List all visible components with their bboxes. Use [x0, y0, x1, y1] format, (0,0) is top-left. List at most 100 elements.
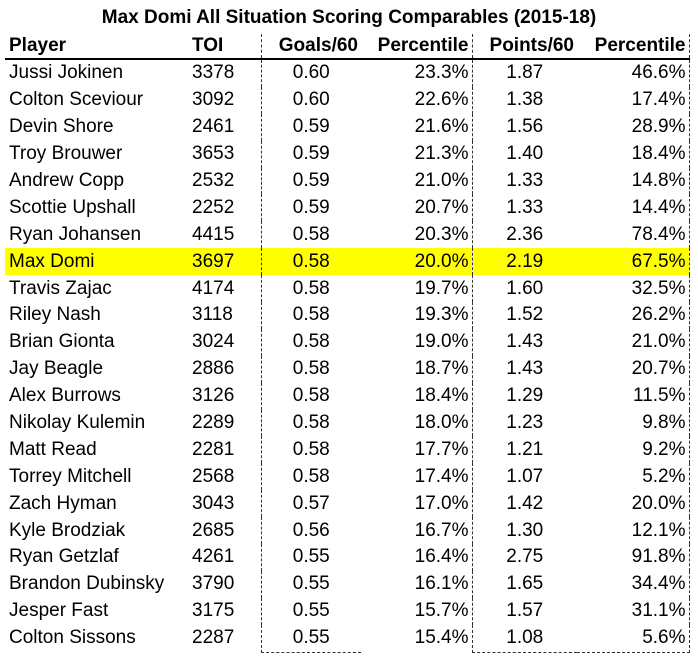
points-percentile-cell: 17.4%: [577, 86, 690, 114]
table-row: Jesper Fast 3175 0.55 15.7% 1.57 31.1%: [5, 597, 690, 625]
goals-percentile-cell: 20.3%: [414, 223, 469, 245]
toi-cell: 3175: [192, 600, 235, 622]
points-per-60-cell: 1.08: [471, 624, 577, 653]
goals-per-60-cell: 0.56: [260, 517, 361, 545]
goals-per-60-cell: 0.55: [260, 624, 361, 653]
header-points-percentile: Percentile: [577, 34, 690, 60]
points-per-60-cell: 1.52: [471, 302, 577, 329]
table-row-highlighted: Max Domi 3697 0.58 20.0% 2.19 67.5%: [5, 248, 690, 276]
points-percentile-cell: 5.2%: [577, 463, 690, 491]
goals-percentile-cell: 18.4%: [414, 385, 469, 407]
player-cell: Scottie Upshall: [9, 196, 136, 218]
player-cell: Nikolay Kulemin: [9, 412, 146, 434]
toi-cell: 3378: [192, 62, 235, 84]
points-per-60-cell: 1.43: [471, 355, 577, 383]
header-goals-per-60: Goals/60: [260, 34, 361, 60]
goals-per-60-cell: 0.55: [260, 597, 361, 625]
points-per-60-cell: 1.21: [471, 436, 577, 464]
goals-per-60-cell: 0.58: [260, 463, 361, 491]
table-row: Riley Nash 3118 0.58 19.3% 1.52 26.2%: [5, 302, 690, 329]
table-row: Colton Sceviour 3092 0.60 22.6% 1.38 17.4%: [5, 86, 690, 114]
points-per-60-cell: 1.56: [471, 113, 577, 141]
player-cell: Brandon Dubinsky: [9, 573, 165, 595]
goals-percentile-cell: 17.0%: [414, 492, 469, 514]
header-row: Player TOI Goals/60 Percentile Points/60…: [5, 34, 690, 60]
player-cell: Colton Sceviour: [9, 89, 144, 111]
toi-cell: 3118: [192, 304, 233, 326]
table-row: Zach Hyman 3043 0.57 17.0% 1.42 20.0%: [5, 490, 690, 518]
points-percentile-cell: 91.8%: [577, 544, 690, 571]
points-percentile-cell: 14.4%: [577, 194, 690, 222]
goals-per-60-cell: 0.59: [260, 194, 361, 222]
goals-per-60-cell: 0.58: [260, 275, 361, 303]
points-percentile-cell: 9.2%: [577, 436, 690, 464]
points-percentile-cell: 34.4%: [577, 570, 690, 598]
table-row: Ryan Johansen 4415 0.58 20.3% 2.36 78.4%: [5, 221, 690, 249]
table-body: Jussi Jokinen 3378 0.60 23.3% 1.87 46.6% Colto…: [5, 59, 690, 653]
goals-percentile-cell: 17.7%: [414, 438, 469, 460]
table-row: Travis Zajac 4174 0.58 19.7% 1.60 32.5%: [5, 275, 690, 303]
points-percentile-cell: 18.4%: [577, 140, 690, 168]
points-percentile-cell: 5.6%: [577, 624, 690, 653]
goals-percentile-cell: 20.7%: [414, 196, 469, 218]
table-title: Max Domi All Situation Scoring Comparabl…: [101, 7, 597, 28]
table-row: Brandon Dubinsky 3790 0.55 16.1% 1.65 34.4%: [5, 570, 690, 598]
goals-percentile-cell: 15.4%: [414, 627, 469, 649]
goals-percentile-cell: 21.6%: [414, 116, 469, 138]
points-percentile-cell: 78.4%: [577, 221, 690, 249]
points-per-60-cell: 1.30: [471, 517, 577, 545]
goals-per-60-cell: 0.58: [260, 355, 361, 383]
points-per-60-cell: 1.29: [471, 382, 577, 410]
goals-per-60-cell: 0.55: [260, 544, 361, 571]
table-row: Brian Gionta 3024 0.58 19.0% 1.43 21.0%: [5, 328, 690, 356]
goals-percentile-cell: 23.3%: [414, 62, 469, 84]
points-percentile-cell: 20.0%: [577, 490, 690, 518]
points-per-60-cell: 1.43: [471, 328, 577, 356]
comparables-table: Player TOI Goals/60 Percentile Points/60…: [5, 34, 690, 653]
toi-cell: 2685: [192, 519, 235, 541]
goals-per-60-cell: 0.58: [260, 409, 361, 437]
toi-cell: 2281: [192, 438, 235, 460]
points-percentile-cell: 46.6%: [577, 59, 690, 87]
goals-percentile-cell: 19.7%: [414, 277, 469, 299]
table-row: Jussi Jokinen 3378 0.60 23.3% 1.87 46.6%: [5, 59, 690, 87]
player-cell: Troy Brouwer: [9, 143, 123, 165]
goals-per-60-cell: 0.59: [260, 167, 361, 195]
points-per-60-cell: 2.75: [471, 544, 577, 571]
goals-percentile-cell: 18.0%: [414, 412, 469, 434]
goals-percentile-cell: 19.3%: [414, 304, 469, 326]
points-percentile-cell: 12.1%: [577, 517, 690, 545]
player-cell: Andrew Copp: [9, 170, 125, 191]
goals-per-60-cell: 0.58: [260, 248, 361, 276]
player-cell: Kyle Brodziak: [9, 519, 126, 541]
player-cell: Matt Read: [9, 438, 97, 460]
player-cell: Max Domi: [5, 248, 186, 276]
player-cell: Jussi Jokinen: [9, 62, 124, 84]
table-row: Alex Burrows 3126 0.58 18.4% 1.29 11.5%: [5, 382, 690, 410]
points-per-60-cell: 1.07: [471, 463, 577, 491]
toi-cell: 2289: [192, 412, 235, 434]
points-per-60-cell: 1.57: [471, 597, 577, 625]
header-toi: TOI: [186, 34, 261, 60]
goals-per-60-cell: 0.58: [260, 382, 361, 410]
toi-cell: 2461: [192, 116, 235, 138]
player-cell: Colton Sissons: [9, 627, 136, 649]
goals-per-60-cell: 0.60: [260, 59, 361, 87]
toi-cell: 3653: [192, 143, 235, 165]
goals-percentile-cell: 19.0%: [414, 331, 469, 353]
player-cell: Devin Shore: [9, 116, 114, 138]
table-row: Torrey Mitchell 2568 0.58 17.4% 1.07 5.2%: [5, 463, 690, 491]
goals-percentile-cell: 20.0%: [361, 248, 472, 276]
points-per-60-cell: 2.36: [471, 221, 577, 249]
goals-per-60-cell: 0.59: [260, 140, 361, 168]
points-percentile-cell: 14.8%: [577, 167, 690, 195]
points-percentile-cell: 28.9%: [577, 113, 690, 141]
toi-cell: 4261: [192, 546, 235, 568]
goals-per-60-cell: 0.58: [260, 328, 361, 356]
goals-per-60-cell: 0.55: [260, 570, 361, 598]
points-percentile-cell: 21.0%: [577, 328, 690, 356]
toi-cell: 3697: [186, 248, 261, 276]
toi-cell: 2252: [192, 196, 235, 218]
header-goals-percentile: Percentile: [361, 34, 472, 60]
table-row: Nikolay Kulemin 2289 0.58 18.0% 1.23 9.8%: [5, 409, 690, 437]
